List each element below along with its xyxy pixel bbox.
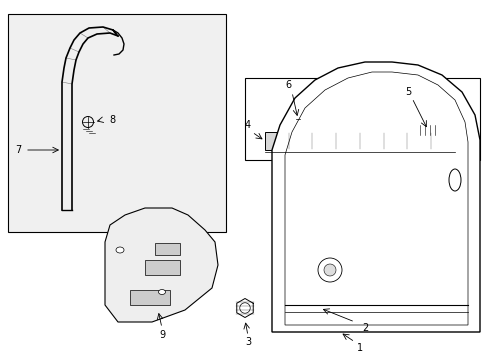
Text: 7: 7 [15,145,21,155]
Ellipse shape [116,247,124,253]
Text: 8: 8 [109,115,115,125]
Bar [155,243,180,255]
Bar [264,132,454,150]
Text: 4: 4 [244,120,250,130]
Bar [417,125,437,135]
Bar [130,290,170,305]
Text: 3: 3 [244,337,250,347]
Bar [292,119,303,133]
Text: 9: 9 [159,330,165,340]
Text: 2: 2 [361,323,367,333]
Text: 1: 1 [356,343,362,353]
Bar [8,14,225,232]
Bar [145,260,180,275]
Circle shape [317,258,341,282]
Circle shape [324,264,335,276]
Polygon shape [105,208,218,322]
Bar [244,78,479,160]
Ellipse shape [448,169,460,191]
Ellipse shape [158,289,165,294]
Polygon shape [271,62,479,332]
Text: 5: 5 [404,87,410,97]
Text: 6: 6 [285,80,290,90]
